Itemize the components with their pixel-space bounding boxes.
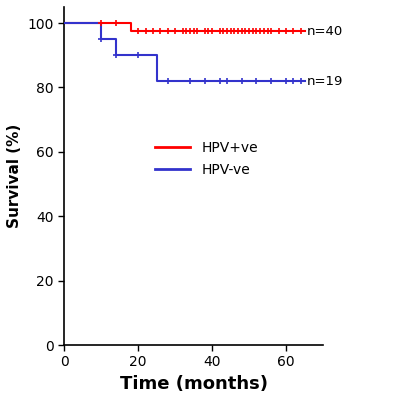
- Text: n=40: n=40: [307, 24, 343, 38]
- Legend: HPV+ve, HPV-ve: HPV+ve, HPV-ve: [150, 135, 263, 183]
- Y-axis label: Survival (%): Survival (%): [7, 124, 22, 228]
- X-axis label: Time (months): Time (months): [120, 375, 268, 393]
- Text: n=19: n=19: [307, 74, 343, 88]
